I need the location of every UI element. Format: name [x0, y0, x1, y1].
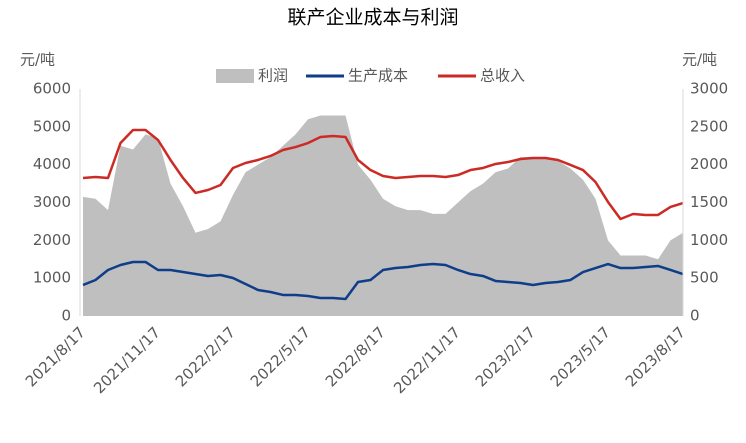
- legend-label: 总收入: [480, 67, 525, 85]
- legend-swatch: [216, 69, 254, 83]
- y2-axis-label: 元/吨: [682, 51, 717, 69]
- y2-tick-label: 2500: [690, 117, 728, 135]
- x-tick-label: 2021/11/17: [90, 323, 164, 397]
- x-tick-label: 2022/2/17: [172, 323, 239, 390]
- x-tick-label: 2022/5/17: [247, 323, 314, 390]
- x-tick-label: 2022/11/17: [390, 323, 464, 397]
- y2-tick-label: 1500: [690, 193, 728, 211]
- y2-tick-label: 1000: [690, 231, 728, 249]
- y-tick-label: 5000: [33, 117, 71, 135]
- y2-tick-label: 2000: [690, 155, 728, 173]
- series-line: [82, 260, 684, 301]
- x-tick-label: 2021/8/17: [22, 323, 89, 390]
- x-tick-label: 2023/5/17: [547, 323, 614, 390]
- x-tick-label: 2023/8/17: [622, 323, 689, 390]
- y-tick-label: 1000: [33, 269, 71, 287]
- y2-tick-label: 3000: [690, 80, 728, 98]
- legend-label: 利润: [258, 67, 288, 85]
- series-line: [82, 128, 684, 221]
- profit-area: [83, 115, 683, 316]
- y-axis-label: 元/吨: [20, 51, 55, 69]
- y-tick-label: 4000: [33, 155, 71, 173]
- x-tick-label: 2023/2/17: [472, 323, 539, 390]
- y-tick-label: 3000: [33, 193, 71, 211]
- legend-label: 生产成本: [348, 67, 408, 85]
- y-tick-label: 6000: [33, 80, 71, 98]
- x-tick-label: 2022/8/17: [322, 323, 389, 390]
- y2-tick-label: 0: [690, 307, 700, 325]
- y2-tick-label: 500: [690, 269, 719, 287]
- y-tick-label: 0: [61, 307, 71, 325]
- chart-title: 联产企业成本与利润: [287, 7, 458, 29]
- y-tick-label: 2000: [33, 231, 71, 249]
